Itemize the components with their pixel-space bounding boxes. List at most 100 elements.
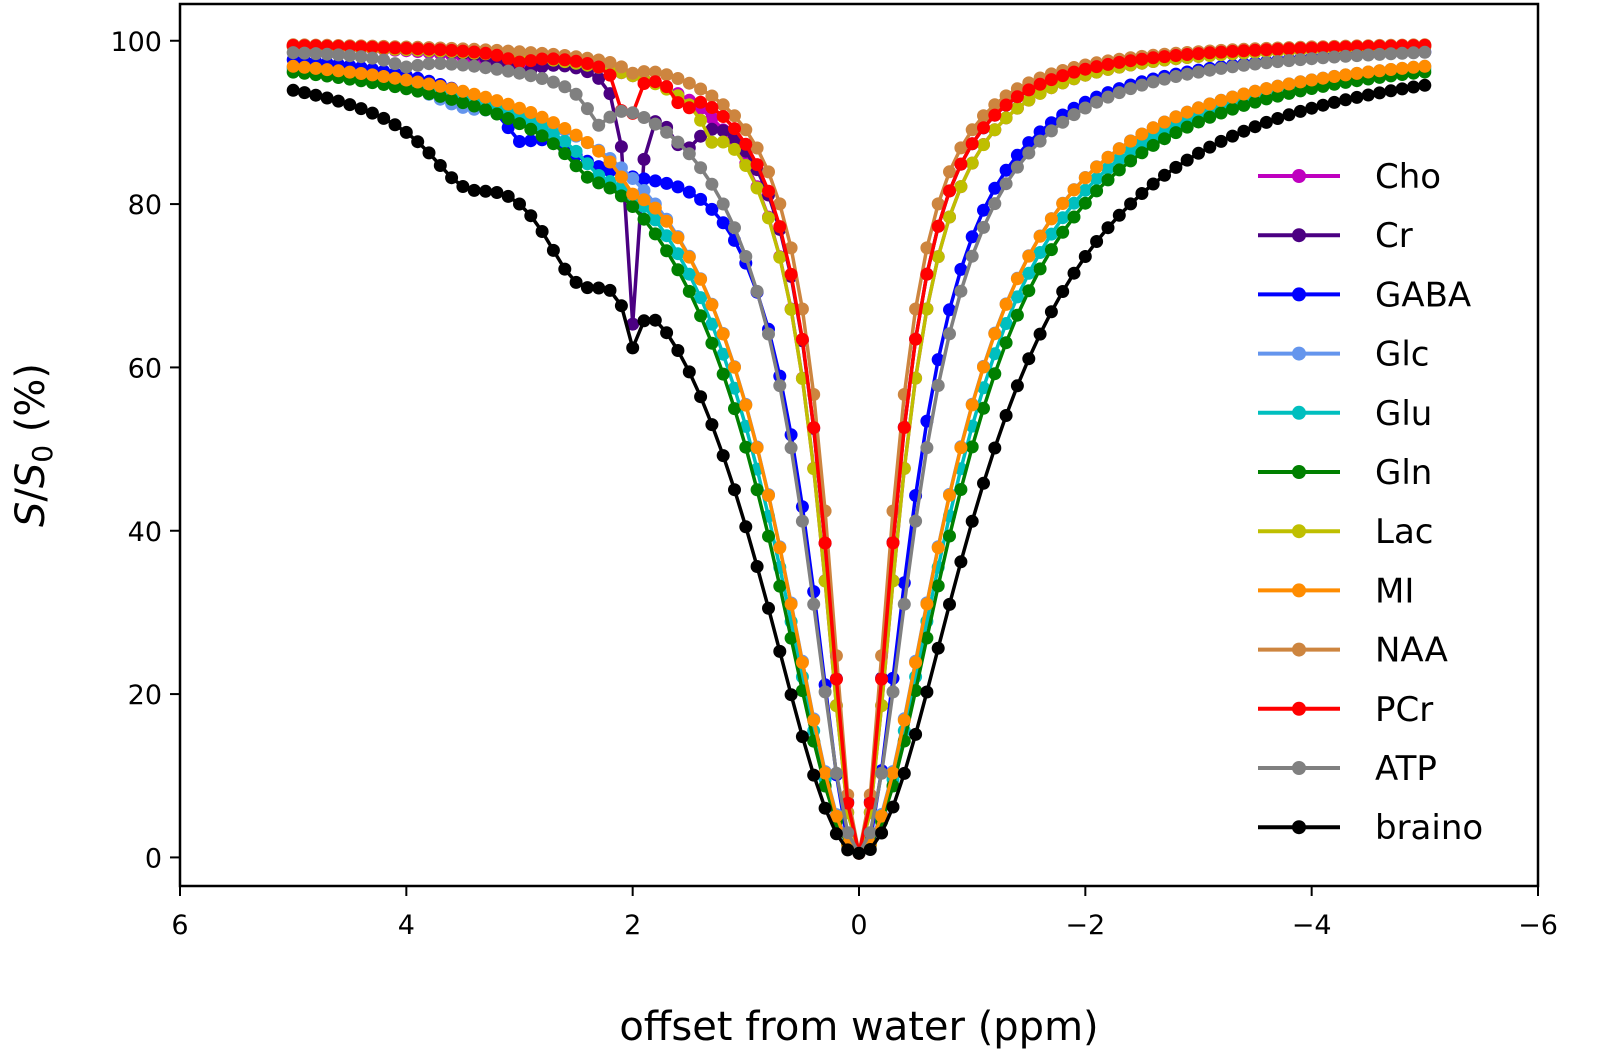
data-point [999,336,1013,350]
data-point [931,197,945,211]
data-point [728,109,741,123]
x-tick-label: 0 [850,910,867,941]
legend-label: PCr [1375,690,1433,730]
data-point [1033,262,1047,276]
data-point [694,390,708,404]
data-point [694,291,708,305]
data-point [773,197,787,211]
data-point [897,713,911,727]
data-point [852,846,866,860]
data-point [705,135,719,149]
data-point [762,488,775,502]
data-point [433,57,447,70]
data-point [1203,97,1217,111]
data-point [863,826,877,840]
data-point [592,281,606,295]
data-point [694,272,708,286]
data-point [558,134,572,148]
data-point [682,101,696,115]
legend-swatch-marker [1292,346,1306,361]
data-point [614,140,628,154]
data-point [637,212,651,226]
data-point [422,87,436,101]
data-point [479,184,493,198]
data-point [1395,82,1409,96]
data-point [739,159,753,172]
data-point [682,250,696,264]
series-line [293,42,1425,856]
data-point [716,216,730,230]
data-point [886,800,900,814]
data-point [546,127,560,140]
data-point [626,106,640,120]
data-point [1112,208,1126,222]
data-point [750,483,764,497]
data-point [750,441,764,455]
data-point [660,229,674,243]
data-point [999,409,1013,422]
data-point [558,122,572,135]
legend-item-mi: MI [1258,571,1414,611]
data-point [841,843,855,857]
data-point [1067,183,1081,197]
data-point [331,94,345,108]
data-point [445,43,459,57]
data-point [320,91,334,105]
data-point [1192,65,1205,79]
series-lac [286,40,1432,860]
data-point [1327,70,1341,83]
data-point [784,688,798,702]
data-point [614,189,628,203]
legend-item-lac: Lac [1258,512,1433,552]
data-point [762,601,775,615]
data-point [965,137,979,151]
data-point [614,170,628,184]
data-point [988,197,1002,211]
data-point [1418,59,1432,73]
data-point [1090,235,1104,248]
legend-swatch-marker [1292,465,1306,479]
data-point [660,214,674,228]
data-point [807,597,821,611]
data-point [479,103,493,117]
data-point [1418,78,1432,92]
data-point [1169,110,1183,124]
data-point [773,220,787,234]
data-point [807,421,821,435]
data-point [422,57,436,71]
data-point [716,367,730,381]
data-point [546,116,560,130]
data-point [377,53,391,67]
data-point [863,843,877,856]
data-point [569,54,583,68]
data-point [456,96,470,110]
data-point [829,766,843,780]
data-point [671,247,685,261]
data-point [603,181,617,195]
data-point [354,50,368,64]
data-point [1339,68,1353,82]
data-point [931,579,945,593]
data-point [626,172,640,185]
legend-label: GABA [1375,275,1471,315]
data-point [705,101,719,114]
data-point [580,170,594,184]
data-point [1158,50,1171,64]
data-point [694,82,708,96]
data-point [592,71,606,85]
data-point [965,156,979,170]
data-point [1350,90,1364,104]
data-point [637,184,651,197]
legend-label: Cr [1375,216,1413,256]
data-point [682,365,696,379]
data-point [1237,124,1251,138]
data-point [920,441,934,455]
data-point [671,231,685,245]
series-line [293,50,1425,856]
data-point [886,536,900,550]
legend-swatch-marker [1292,701,1306,716]
data-point [1146,51,1160,65]
data-point [535,225,549,238]
data-point [309,88,323,102]
data-point [1033,125,1047,139]
